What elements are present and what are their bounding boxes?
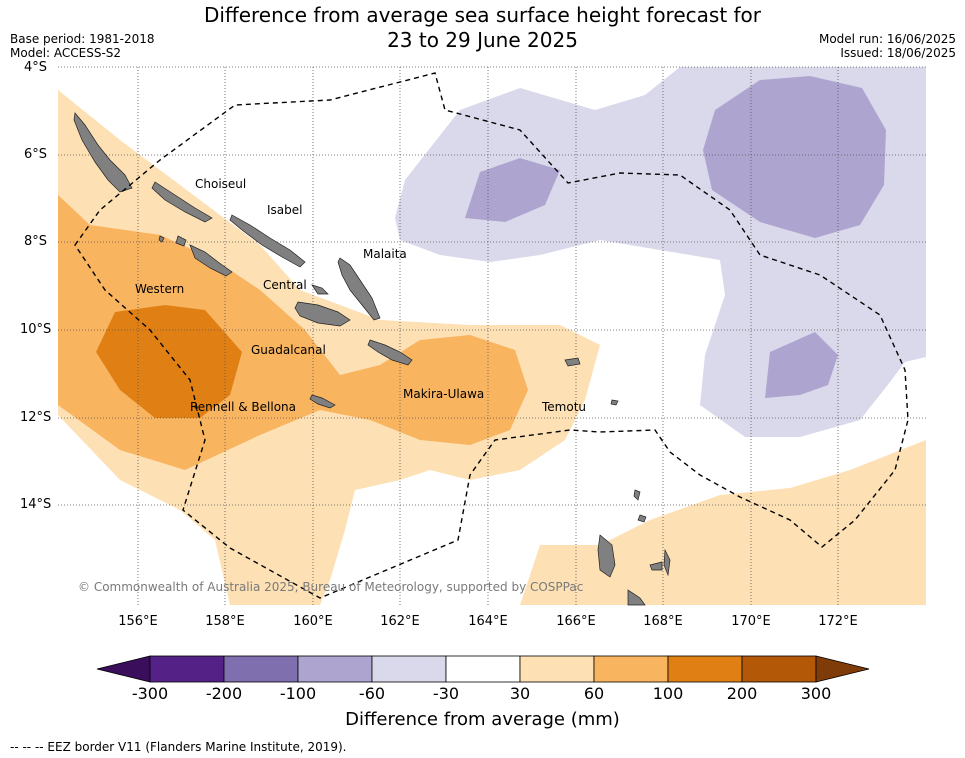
title-line-2: 23 to 29 June 2025 xyxy=(387,28,578,52)
island-banks xyxy=(637,514,647,523)
island-bougainville xyxy=(73,112,133,193)
contour-100-200 xyxy=(96,305,242,418)
island-santa-cruz xyxy=(564,357,581,367)
model-run: Model run: 16/06/2025 xyxy=(818,32,956,46)
colorbar-swatch-3 xyxy=(297,655,373,683)
map-title: Difference from average sea surface heig… xyxy=(0,3,965,53)
place-western: Western xyxy=(135,282,185,296)
colorbar-label-neg300: -300 xyxy=(131,684,169,703)
island-small-1 xyxy=(158,235,165,243)
island-small-2 xyxy=(610,399,619,406)
colorbar-label-60: 60 xyxy=(583,684,605,703)
lat-label-14s: 14°S xyxy=(20,497,52,512)
island-choiseul xyxy=(151,181,213,223)
copyright-notice: © Commonwealth of Australia 2025, Bureau… xyxy=(78,580,584,594)
place-isabel: Isabel xyxy=(267,203,303,217)
colorbar-label-100: 100 xyxy=(652,684,684,703)
island-rennell xyxy=(309,394,336,409)
colorbar-swatch-1 xyxy=(149,655,225,683)
meta-right: Model run: 16/06/2025 Issued: 18/06/2025 xyxy=(819,32,956,60)
lon-label-164e: 164°E xyxy=(468,614,508,629)
island-maewo xyxy=(663,548,671,577)
lon-label-168e: 168°E xyxy=(643,614,683,629)
colorbar-swatch-2 xyxy=(223,655,299,683)
island-espiritu-santo xyxy=(597,534,616,578)
colorbar-swatch-5 xyxy=(445,655,521,683)
place-guadalcanal: Guadalcanal xyxy=(251,343,326,357)
island-new-georgia xyxy=(189,244,233,277)
meta-left: Base period: 1981-2018 Model: ACCESS-S2 xyxy=(10,32,155,60)
graticule xyxy=(58,66,926,605)
lat-label-6s: 6°S xyxy=(24,147,48,162)
colorbar-label-30: 30 xyxy=(509,684,531,703)
place-central: Central xyxy=(263,278,307,292)
lon-label-162e: 162°E xyxy=(380,614,420,629)
colorbar-swatch-8 xyxy=(667,655,743,683)
lat-label-10s: 10°S xyxy=(20,322,52,337)
colorbar-label-neg60: -60 xyxy=(358,684,386,703)
lon-label-158e: 158°E xyxy=(205,614,245,629)
colorbar-label-neg100: -100 xyxy=(279,684,317,703)
lat-label-4s: 4°S xyxy=(24,60,48,75)
lat-label-12s: 12°S xyxy=(20,410,52,425)
eez-legend-note: -- -- -- EEZ border V11 (Flanders Marine… xyxy=(10,740,347,754)
colorbar-swatch-4 xyxy=(371,655,447,683)
island-malaita xyxy=(337,257,381,321)
colorbar-swatch-6 xyxy=(519,655,595,683)
lon-label-172e: 172°E xyxy=(818,614,858,629)
model-name: Model: ACCESS-S2 xyxy=(10,46,122,60)
place-malaita: Malaita xyxy=(363,247,407,261)
island-torres xyxy=(633,489,641,501)
island-vella xyxy=(175,235,187,247)
lat-label-8s: 8°S xyxy=(24,234,48,249)
colorbar-label-200: 200 xyxy=(726,684,758,703)
place-makira-ulawa: Makira-Ulawa xyxy=(403,387,485,401)
lon-label-160e: 160°E xyxy=(293,614,333,629)
base-period: Base period: 1981-2018 xyxy=(10,32,155,46)
lon-label-166e: 166°E xyxy=(556,614,596,629)
colorbar-extend-low xyxy=(96,655,151,683)
title-line-1: Difference from average sea surface heig… xyxy=(203,3,762,27)
land-masses xyxy=(73,112,671,606)
contour-neg-60-100-c xyxy=(765,332,838,398)
island-malakula xyxy=(627,589,646,606)
place-choiseul: Choiseul xyxy=(195,177,247,191)
lon-label-156e: 156°E xyxy=(118,614,158,629)
island-guadalcanal xyxy=(294,301,351,327)
colorbar-title: Difference from average (mm) xyxy=(345,709,620,730)
colorbar-label-neg200: -200 xyxy=(205,684,243,703)
contour-30-60-se xyxy=(520,440,926,605)
colorbar-label-neg30: -30 xyxy=(432,684,460,703)
island-florida xyxy=(311,284,329,295)
contour-neg-60-100-a xyxy=(465,158,560,222)
contour-neg-60-100-b xyxy=(703,76,886,238)
colorbar-swatch-9 xyxy=(741,655,817,683)
island-makira xyxy=(367,339,413,366)
colorbar xyxy=(96,655,870,683)
issued-date: Issued: 18/06/2025 xyxy=(840,46,956,60)
colorbar-label-300: 300 xyxy=(800,684,832,703)
lon-label-170e: 170°E xyxy=(731,614,771,629)
colorbar-extend-high xyxy=(815,655,870,683)
island-isabel xyxy=(229,214,306,268)
place-temotu: Temotu xyxy=(542,400,587,414)
place-rennell-bellona: Rennell & Bellona xyxy=(190,400,297,414)
eez-border xyxy=(74,72,909,599)
island-pentecost-small xyxy=(649,561,663,571)
colorbar-swatch-7 xyxy=(593,655,669,683)
